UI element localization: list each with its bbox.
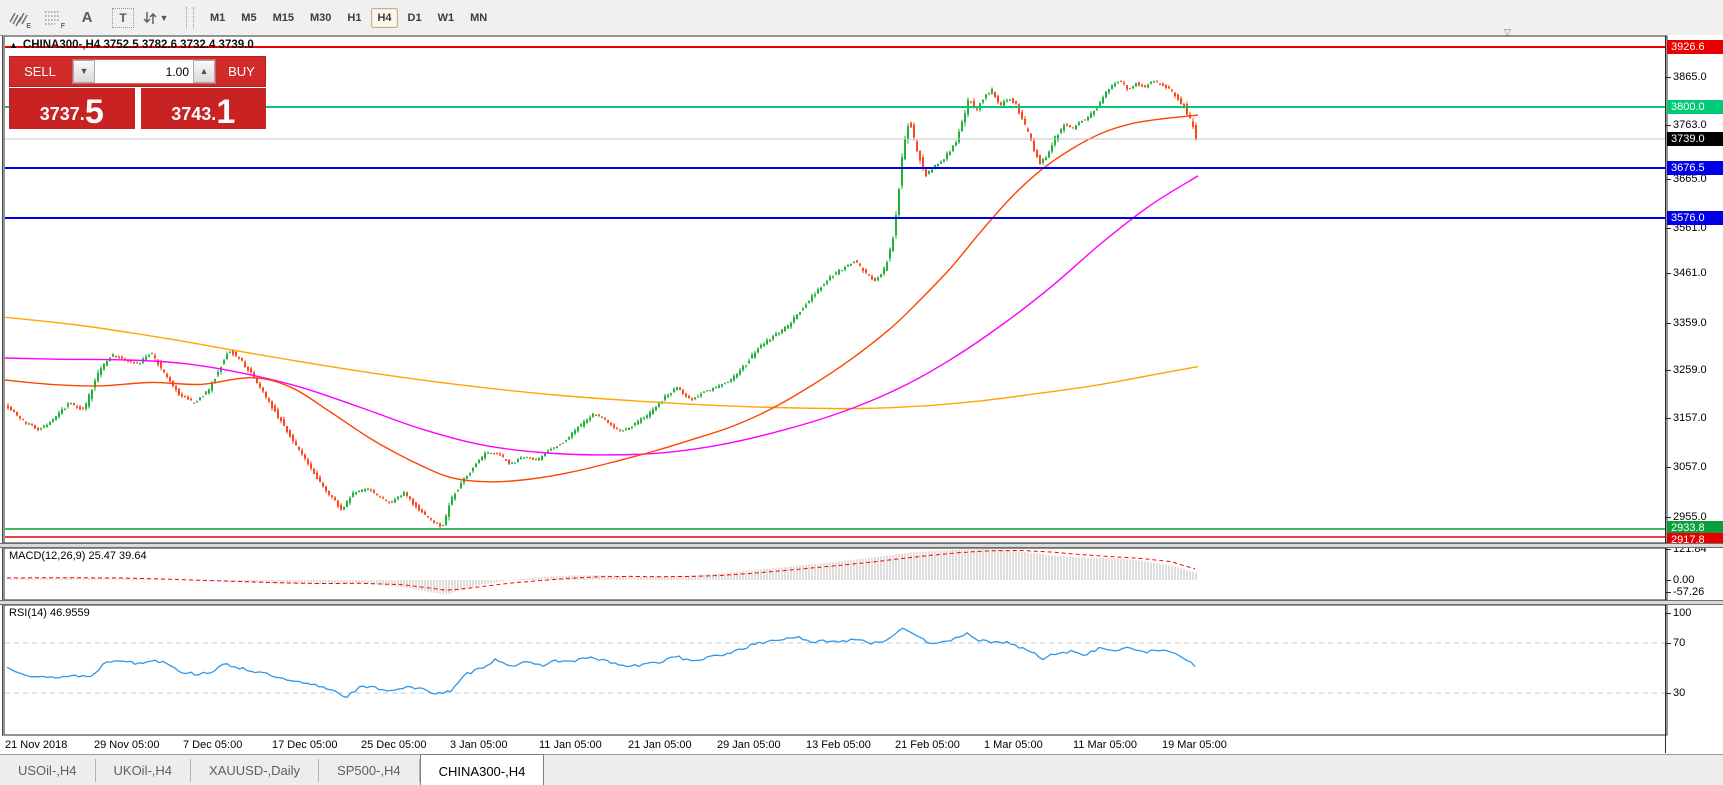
- time-axis[interactable]: 21 Nov 2018 29 Nov 05:00 7 Dec 05:00 17 Dec…: [0, 736, 1723, 754]
- grid-icon[interactable]: F: [38, 5, 68, 31]
- text-tool-icon[interactable]: T: [112, 7, 134, 28]
- time-axis-label: 11 Mar 05:00: [1073, 739, 1138, 751]
- chart-shift-marker-icon[interactable]: ▽: [1504, 27, 1511, 37]
- buy-price[interactable]: 3743. 1: [140, 88, 266, 131]
- macd-rsi-splitter[interactable]: [0, 600, 1723, 605]
- timeframe-D1[interactable]: D1: [402, 8, 428, 28]
- time-axis-label: 21 Nov 2018: [5, 739, 68, 751]
- subscript-e: E: [26, 22, 31, 30]
- volume-spinner: ▼ ▲: [72, 59, 216, 84]
- chart-tab-sp500-h4[interactable]: SP500-,H4: [319, 759, 420, 782]
- buy-button[interactable]: BUY: [218, 63, 265, 80]
- timeframe-MN[interactable]: MN: [464, 8, 493, 28]
- volume-increase-button[interactable]: ▲: [193, 60, 215, 83]
- macd-indicator-label: MACD(12,26,9) 25.47 39.64: [9, 550, 147, 562]
- time-axis-label: 13 Feb 05:00: [806, 739, 871, 751]
- chart-tab-ukoil-h4[interactable]: UKOil-,H4: [96, 759, 192, 782]
- subscript-f: F: [60, 22, 65, 30]
- toolbar-grip[interactable]: [186, 6, 194, 29]
- quote-panel-header: SELL ▼ ▲ BUY: [9, 56, 266, 87]
- chart-tab-china300-h4[interactable]: CHINA300-,H4: [419, 754, 545, 785]
- sell-price-main: 3737.: [39, 104, 85, 124]
- timeframe-buttons: M1 M5 M15 M30 H1 H4 D1 W1 MN: [202, 7, 495, 28]
- time-axis-label: 29 Jan 05:00: [717, 739, 781, 751]
- arrange-symbols-icon[interactable]: ▼: [138, 5, 172, 31]
- symbol-header: ▲ CHINA300-,H4 3752.5 3782.6 3732.4 3739…: [9, 39, 254, 51]
- quote-prices: 3737. 5 3743. 1: [9, 88, 266, 129]
- time-axis-label: 29 Nov 05:00: [94, 739, 160, 751]
- dropdown-caret-icon[interactable]: ▼: [159, 12, 169, 23]
- one-click-trading-panel: SELL ▼ ▲ BUY 3737.5 3743.1: [9, 56, 266, 129]
- timeframe-W1[interactable]: W1: [432, 8, 461, 28]
- buy-price-big-digit: 1: [216, 93, 236, 131]
- time-axis-label: 7 Dec 05:00: [183, 739, 243, 751]
- sell-price-big-digit: 5: [84, 93, 104, 131]
- buy-price-main: 3743.: [171, 104, 217, 124]
- time-axis-label: 11 Jan 05:00: [539, 739, 602, 751]
- time-axis-label: 1 Mar 05:00: [984, 739, 1043, 751]
- indicator-pattern-icon[interactable]: E: [4, 5, 34, 31]
- symbol-marker-icon: ▲: [9, 40, 18, 50]
- main-macd-splitter[interactable]: [0, 543, 1723, 548]
- sell-button[interactable]: SELL: [10, 63, 70, 80]
- text-label-icon[interactable]: A: [81, 9, 93, 26]
- timeframe-M5[interactable]: M5: [235, 8, 262, 28]
- chart-window: ▲ CHINA300-,H4 3752.5 3782.6 3732.4 3739…: [2, 35, 1723, 754]
- volume-input[interactable]: [95, 60, 193, 83]
- rsi-indicator-label: RSI(14) 46.9559: [9, 607, 90, 619]
- timeframe-H1[interactable]: H1: [341, 8, 367, 28]
- time-axis-label: 21 Feb 05:00: [895, 739, 960, 751]
- time-axis-label: 21 Jan 05:00: [628, 739, 692, 751]
- timeframe-M1[interactable]: M1: [204, 8, 231, 28]
- timeframe-M30[interactable]: M30: [304, 8, 337, 28]
- time-axis-label: 3 Jan 05:00: [450, 739, 508, 751]
- chart-tab-usoil-h4[interactable]: USOil-,H4: [0, 759, 96, 782]
- chart-tab-xauusd-daily[interactable]: XAUUSD-,Daily: [191, 759, 320, 782]
- chart-tab-bar: USOil-,H4 UKOil-,H4 XAUUSD-,Daily SP500-,H4…: [0, 754, 1723, 785]
- volume-decrease-button[interactable]: ▼: [73, 60, 95, 83]
- time-axis-label: 19 Mar 05:00: [1162, 739, 1227, 751]
- symbol-ohlc-text: CHINA300-,H4 3752.5 3782.6 3732.4 3739.0: [22, 39, 254, 51]
- time-axis-label: 17 Dec 05:00: [272, 739, 338, 751]
- timeframe-H4[interactable]: H4: [371, 7, 398, 28]
- chart-toolbar: E F A T ▼ M1 M5 M15 M30 H1 H4 D1 W1 MN: [0, 0, 1723, 36]
- timeframe-M15[interactable]: M15: [267, 8, 300, 28]
- time-axis-label: 25 Dec 05:00: [361, 739, 427, 751]
- sell-price[interactable]: 3737. 5: [9, 88, 135, 129]
